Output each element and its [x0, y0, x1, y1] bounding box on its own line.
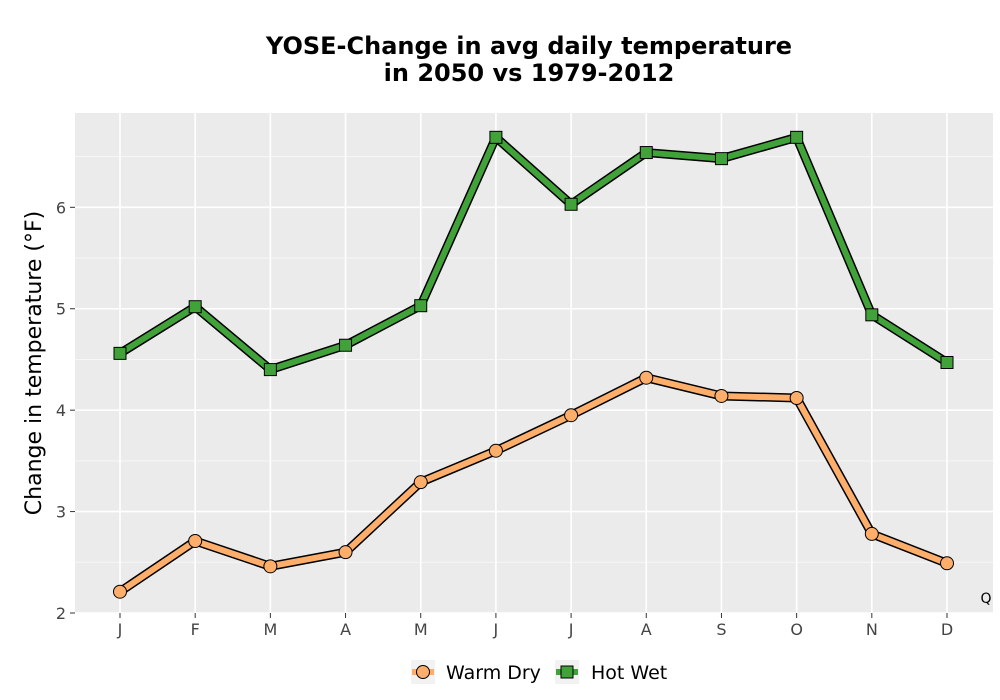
x-tick-label: N	[866, 620, 878, 639]
point-warm-dry	[940, 556, 954, 571]
point-hot-wet	[113, 346, 127, 360]
x-tick-label: M	[263, 620, 277, 639]
legend: Warm Dry Hot Wet	[411, 660, 667, 684]
point-warm-dry	[113, 584, 127, 599]
x-tick-label: J	[117, 620, 123, 639]
series-line-hot-wet	[117, 134, 950, 373]
y-tick-label: 3	[56, 503, 66, 522]
plot-panel	[75, 113, 993, 613]
point-hot-wet	[639, 146, 653, 160]
x-tick-label: J	[568, 620, 574, 639]
point-hot-wet	[564, 197, 578, 211]
point-warm-dry	[714, 388, 729, 403]
legend-key-square-hot-wet	[560, 665, 574, 679]
point-warm-dry	[338, 545, 353, 560]
x-tick-label: O	[790, 620, 803, 639]
point-warm-dry	[564, 408, 579, 423]
point-hot-wet	[188, 300, 202, 314]
legend-label-warm-dry: Warm Dry	[446, 662, 541, 684]
legend-label-hot-wet: Hot Wet	[591, 662, 667, 684]
point-hot-wet	[865, 308, 879, 322]
point-hot-wet	[489, 130, 503, 144]
point-warm-dry	[789, 390, 804, 405]
point-warm-dry	[413, 475, 428, 490]
corner-label: Q	[980, 591, 991, 607]
axes: 2 3 4 5 6 J F M A M J J A S O N D	[56, 198, 953, 639]
x-tick-label: D	[941, 620, 953, 639]
point-hot-wet	[263, 363, 277, 377]
legend-key-circle-warm-dry	[416, 665, 430, 679]
series-line-warm-dry	[117, 374, 950, 595]
point-warm-dry	[188, 533, 203, 548]
point-hot-wet	[414, 299, 428, 313]
point-warm-dry	[639, 370, 654, 385]
y-tick-label: 4	[56, 401, 66, 420]
point-hot-wet	[940, 355, 954, 369]
point-warm-dry	[263, 559, 278, 574]
chart-title-line-1: YOSE-Change in avg daily temperature	[265, 32, 792, 60]
point-hot-wet	[339, 338, 353, 352]
y-axis-title: Change in temperature (°F)	[22, 211, 47, 515]
y-tick-label: 6	[56, 198, 66, 217]
x-tick-label: J	[493, 620, 499, 639]
x-tick-label: S	[716, 620, 726, 639]
point-warm-dry	[488, 443, 503, 458]
x-tick-label: F	[191, 620, 200, 639]
chart-title-line-2: in 2050 vs 1979-2012	[384, 59, 675, 87]
point-hot-wet	[714, 152, 728, 166]
grid	[75, 113, 993, 614]
x-tick-label: M	[414, 620, 428, 639]
x-tick-label: A	[340, 620, 351, 639]
y-tick-label: 2	[56, 604, 66, 623]
series-layer	[113, 130, 954, 599]
point-warm-dry	[864, 526, 879, 541]
chart-title: YOSE-Change in avg daily temperature in …	[265, 32, 792, 87]
x-tick-label: A	[641, 620, 652, 639]
y-tick-label: 5	[56, 300, 66, 319]
point-hot-wet	[790, 130, 804, 144]
